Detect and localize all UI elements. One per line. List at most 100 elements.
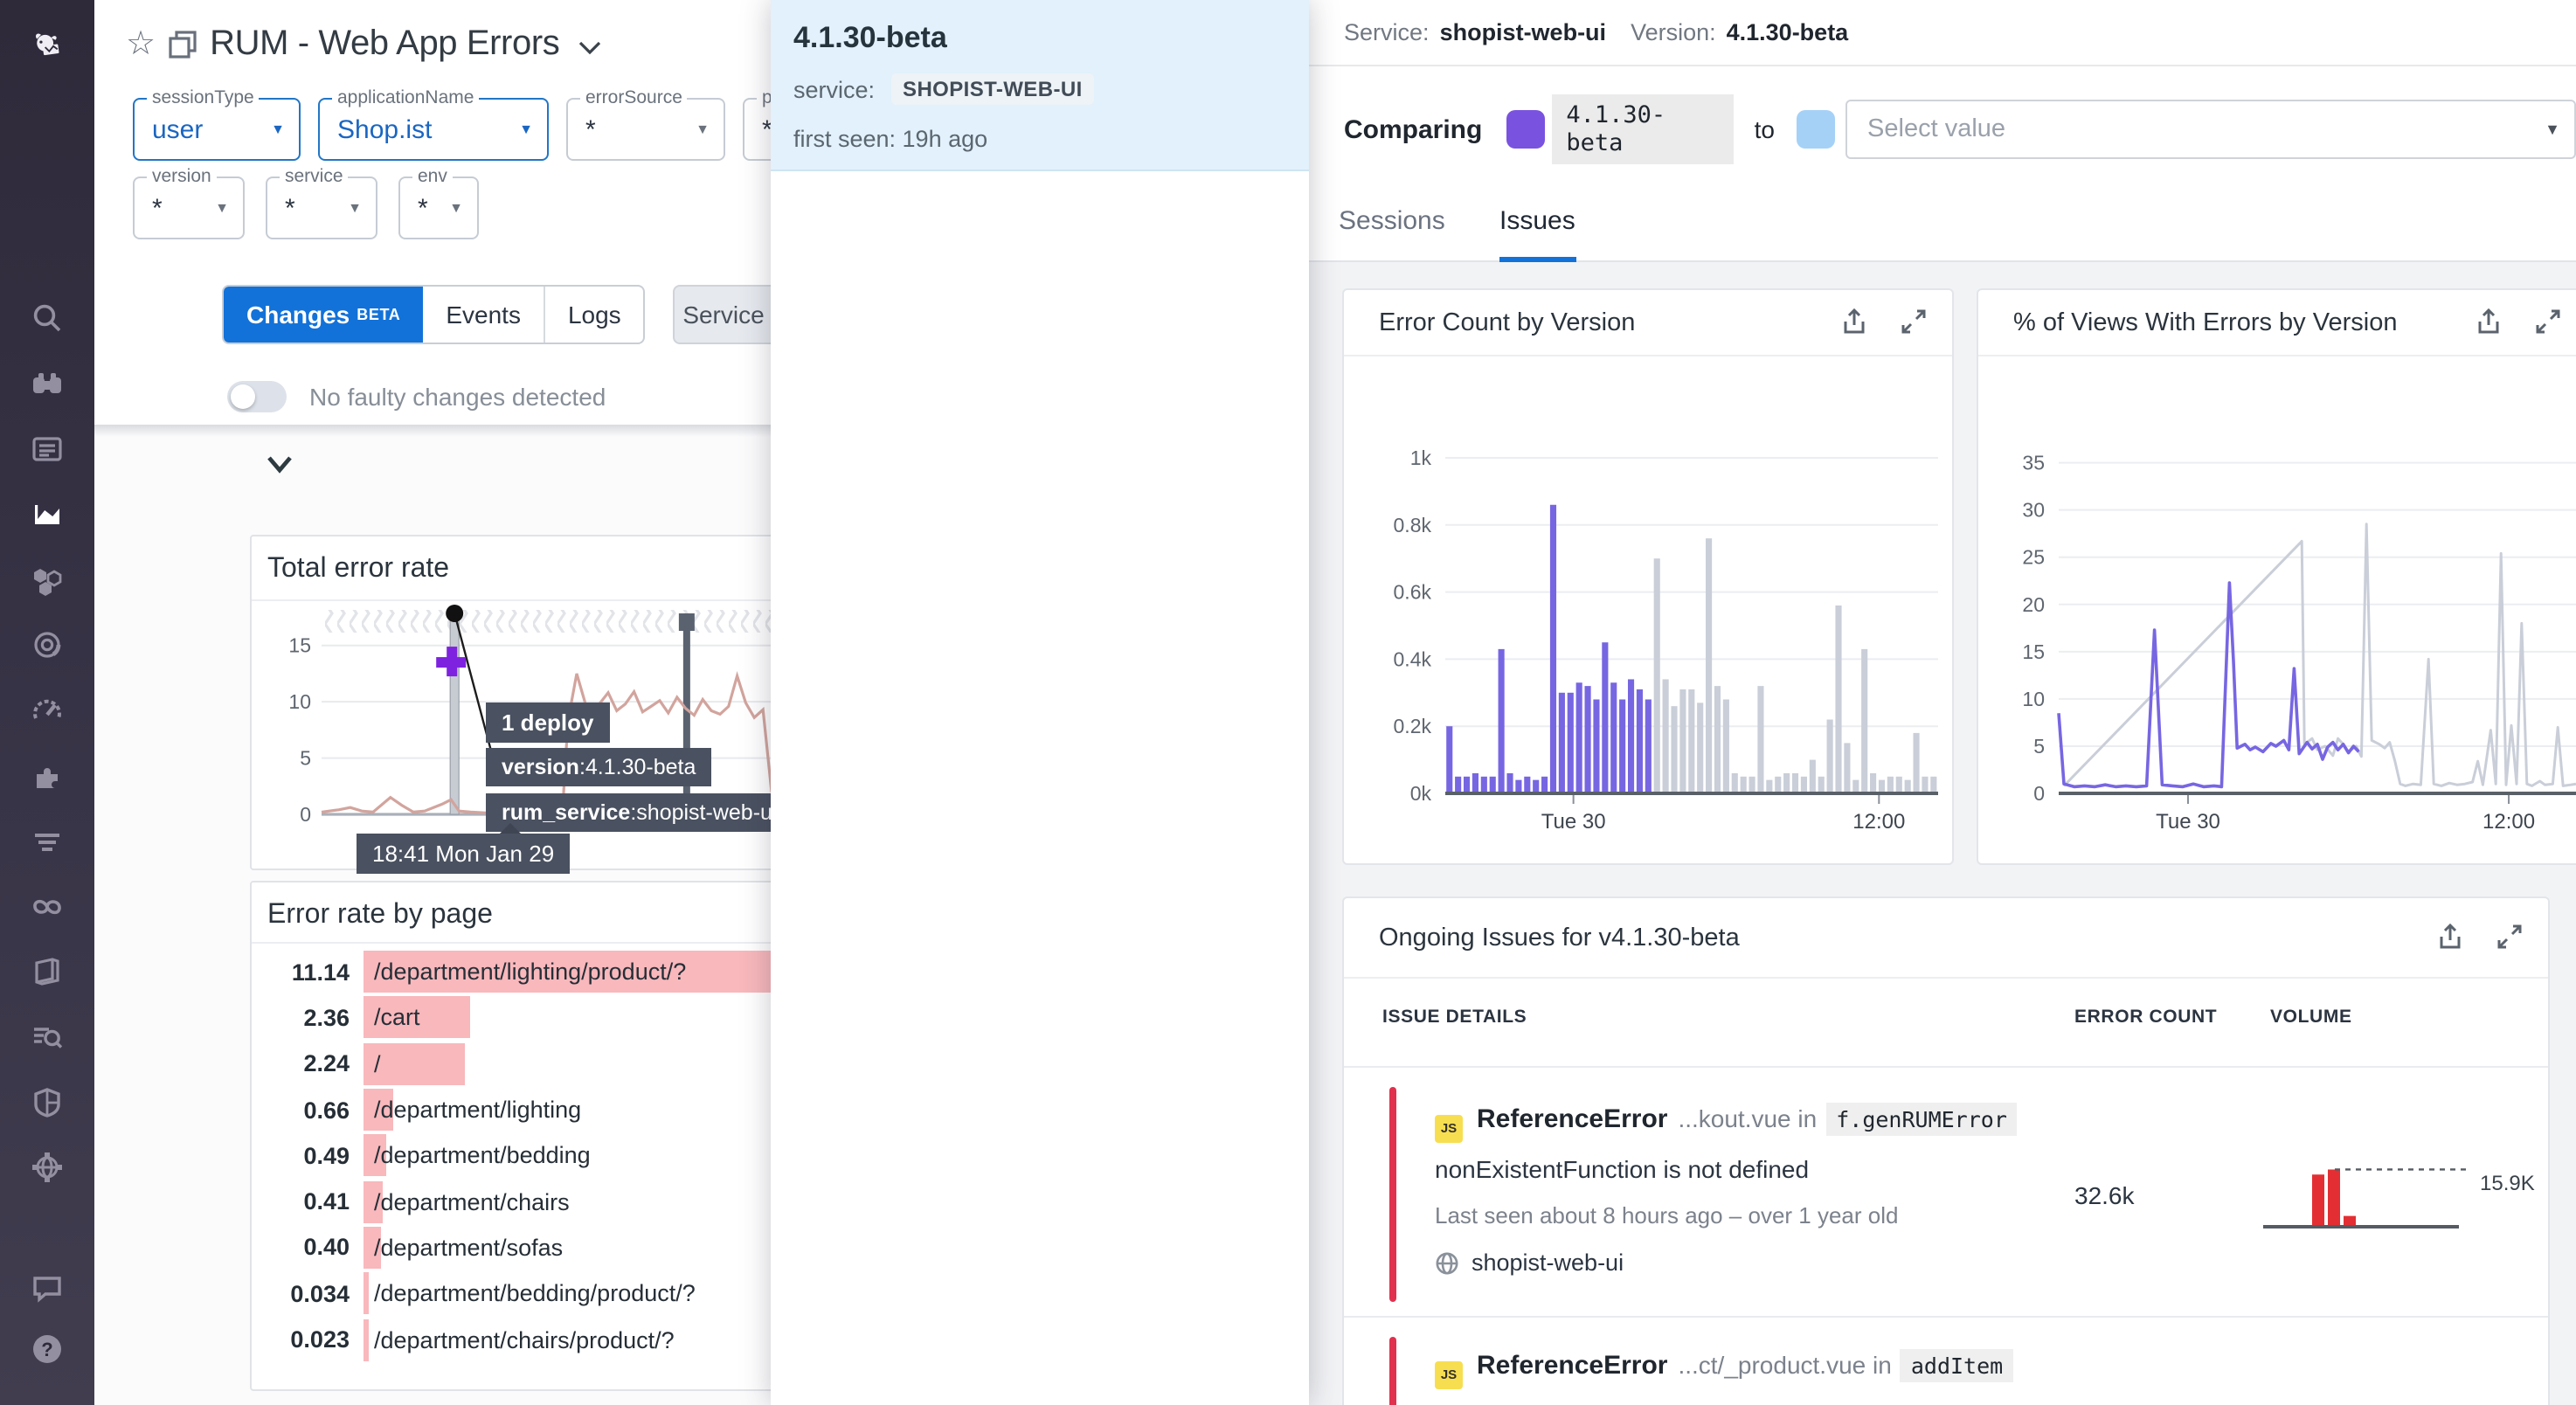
integrations-puzzle-icon[interactable] (28, 758, 66, 797)
comparing-label: Comparing (1344, 114, 1483, 144)
error-rate-table: 11.14/department/lighting/product/? 2.36/… (252, 949, 898, 1362)
issues-tab-content: Error Count by Version 0k 0.2k 0.4k 0.6k 0.8… (1309, 262, 2576, 1405)
error-rate-row[interactable]: 0.66/department/lighting (252, 1087, 898, 1133)
dashboards-icon[interactable] (28, 495, 66, 533)
filter-env[interactable]: env * ▼ (398, 166, 479, 239)
filter-sessionType[interactable]: sessionType user ▼ (133, 87, 301, 161)
divider (252, 942, 898, 944)
security-shield-icon[interactable] (28, 1083, 66, 1122)
gauge-icon[interactable] (28, 692, 66, 730)
error-type: ReferenceError (1477, 1104, 1668, 1134)
in-word: in (1873, 1351, 1892, 1379)
filter-version[interactable]: version * ▼ (133, 166, 245, 239)
error-rate-bar (364, 1089, 394, 1132)
error-rate-value: 2.36 (303, 1004, 350, 1031)
dashboard-header: ☆ RUM - Web App Errors (126, 24, 601, 65)
favorite-star-icon[interactable]: ☆ (126, 26, 156, 63)
filter-errorSource[interactable]: errorSource * ▼ (566, 87, 725, 161)
help-icon[interactable]: ? (28, 1330, 66, 1368)
column-header-details[interactable]: ISSUE DETAILS (1382, 1007, 1527, 1028)
fullscreen-icon[interactable] (1900, 308, 1928, 336)
fullscreen-icon[interactable] (2496, 923, 2524, 951)
export-icon[interactable] (2475, 308, 2503, 336)
column-header-volume[interactable]: VOLUME (2270, 1007, 2352, 1028)
service-segment-label[interactable]: Service (673, 285, 774, 344)
datadog-logo-icon[interactable] (17, 17, 77, 77)
svg-text:0.2k: 0.2k (1394, 715, 1432, 737)
service-badge[interactable]: SHOPIST-WEB-UI (890, 73, 1095, 105)
error-file: ...kout.vue (1678, 1104, 1791, 1132)
svg-text:5: 5 (300, 747, 311, 770)
svg-text:0.4k: 0.4k (1394, 647, 1432, 670)
error-rate-bar-zone: /department/bedding (364, 1134, 898, 1177)
search-icon[interactable] (28, 299, 66, 337)
svg-text:5: 5 (2033, 735, 2045, 758)
filter-service[interactable]: service * ▼ (266, 166, 377, 239)
infrastructure-hexagons-icon[interactable] (28, 561, 66, 599)
chat-icon[interactable] (28, 1269, 66, 1307)
chart-title: Total error rate (267, 554, 450, 584)
error-count-bar-chart[interactable]: 0k 0.2k 0.4k 0.6k 0.8k 1k Tue 30 12:00 (1344, 356, 1952, 863)
version-b-color-swatch (1796, 110, 1835, 149)
issue-severity-bar (1389, 1087, 1396, 1302)
views-errors-line-chart[interactable]: 0 5 10 15 20 25 30 35 Tue 30 12:00 (1978, 356, 2576, 863)
page-path: /department/bedding (374, 1142, 591, 1169)
filter-applicationName[interactable]: applicationName Shop.ist ▼ (318, 87, 549, 161)
deploy-tooltip-service: rum_service:shopist-web-ui (486, 793, 793, 832)
export-icon[interactable] (2436, 923, 2464, 951)
error-rate-row[interactable]: 0.40/department/sofas (252, 1225, 898, 1271)
caret-down-icon: ▼ (696, 121, 710, 137)
column-header-count[interactable]: ERROR COUNT (2074, 1007, 2218, 1028)
error-rate-value: 0.49 (303, 1142, 350, 1169)
divider-shadow (94, 425, 793, 437)
sidebar: ? (0, 0, 94, 1405)
comparison-panel: Service: shopist-web-ui Version: 4.1.30-… (1309, 0, 2576, 1405)
svg-text:?: ? (41, 1339, 52, 1360)
error-rate-bar (364, 1134, 386, 1177)
log-search-icon[interactable] (28, 1017, 66, 1055)
version-value: 4.1.30-beta (1726, 19, 1849, 45)
events-list-icon[interactable] (28, 430, 66, 468)
apm-icon[interactable] (28, 626, 66, 664)
tab-events[interactable]: Events (423, 287, 545, 343)
issue-service-line: shopist-web-ui (1435, 1249, 1624, 1276)
svg-text:0: 0 (2033, 782, 2045, 805)
issue-service-name: shopist-web-ui (1472, 1249, 1624, 1276)
issue-headline: JS ReferenceError ...kout.vue in f.genRUMEr… (1435, 1103, 2018, 1142)
issue-row[interactable]: JS ReferenceError ...kout.vue in f.genRUMEr… (1344, 1073, 2548, 1316)
error-rate-row[interactable]: 2.36/cart (252, 995, 898, 1042)
divider (1344, 1316, 2548, 1318)
watchdog-binoculars-icon[interactable] (28, 365, 66, 404)
fullscreen-icon[interactable] (2534, 308, 2562, 336)
tab-changes[interactable]: Changes BETA (224, 287, 424, 343)
error-file: ...ct/_product.vue (1678, 1351, 1866, 1379)
error-rate-row[interactable]: 2.24 / (252, 1041, 898, 1087)
error-rate-bar (364, 1318, 368, 1361)
synthetics-icon[interactable] (28, 888, 66, 926)
collapse-section-chevron-icon[interactable] (266, 451, 294, 482)
version-detail-panel: 4.1.30-beta service: SHOPIST-WEB-UI firs… (771, 0, 1309, 1405)
error-rate-row[interactable]: 0.023/department/chairs/product/? (252, 1317, 898, 1363)
notebook-icon[interactable] (28, 952, 66, 991)
faulty-changes-toggle[interactable] (227, 381, 287, 412)
logs-icon[interactable] (28, 823, 66, 862)
error-function-chip: f.genRUMError (1825, 1103, 2018, 1136)
tab-issues[interactable]: Issues (1499, 206, 1575, 236)
version-a-chip[interactable]: 4.1.30-beta (1552, 94, 1734, 164)
title-chevron-down-icon[interactable] (571, 34, 601, 55)
chart-title: Error rate by page (267, 900, 493, 930)
select-placeholder: Select value (1867, 115, 2006, 143)
export-icon[interactable] (1840, 308, 1868, 336)
network-globe-icon[interactable] (28, 1148, 66, 1187)
tab-logs[interactable]: Logs (545, 287, 644, 343)
error-rate-row[interactable]: 0.41/department/chairs (252, 1179, 898, 1225)
error-rate-row[interactable]: 0.034/department/bedding/product/? (252, 1270, 898, 1317)
deploy-tooltip-title: 1 deploy (486, 702, 610, 743)
tab-sessions[interactable]: Sessions (1339, 206, 1445, 236)
error-rate-row[interactable]: 0.49/department/bedding (252, 1132, 898, 1179)
caret-down-icon: ▼ (348, 200, 362, 216)
issue-row[interactable]: JS ReferenceError ...ct/_product.vue in add… (1344, 1323, 2548, 1405)
page-path: /department/chairs/product/? (374, 1326, 675, 1353)
compare-version-select[interactable]: Select value ▼ (1845, 100, 2576, 159)
